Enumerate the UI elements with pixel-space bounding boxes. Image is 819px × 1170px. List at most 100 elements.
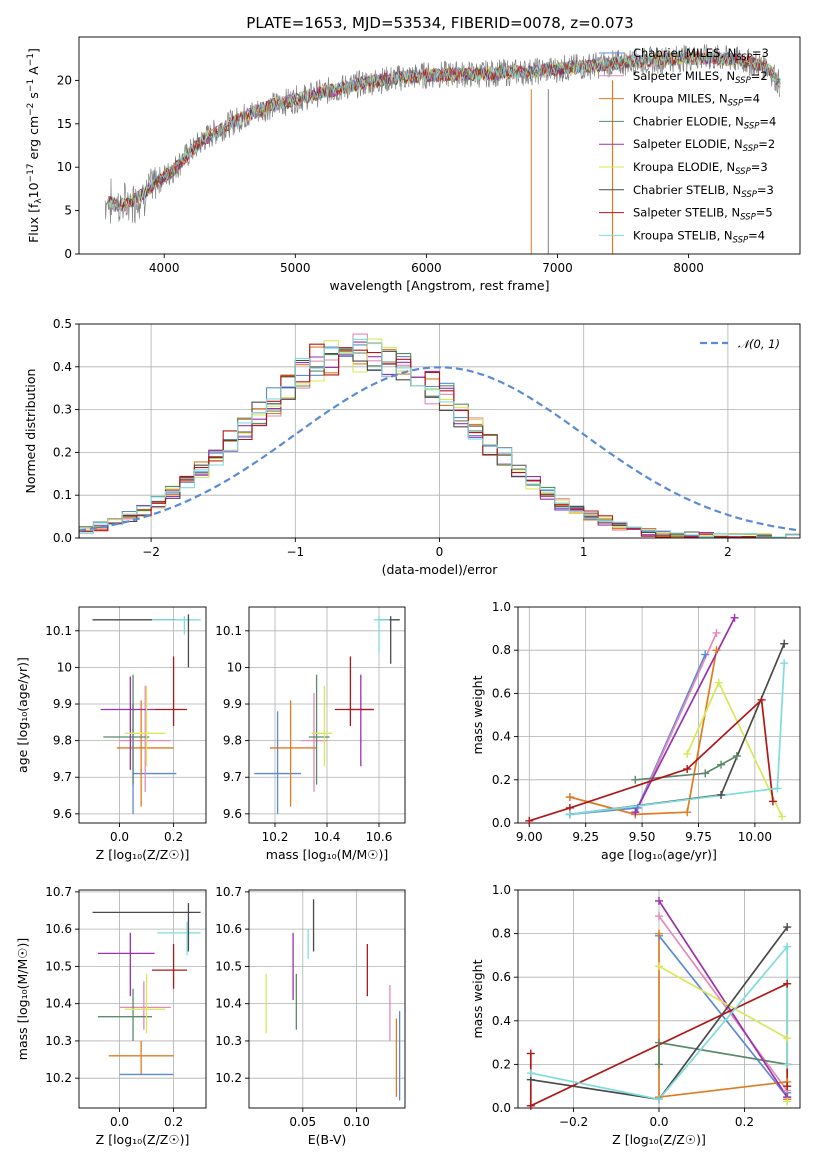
x-tick-label: 2 xyxy=(724,545,732,559)
y-axis-label: mass [log₁₀(M/M☉)] xyxy=(15,938,30,1060)
y-tick-label: 10.2 xyxy=(45,1071,72,1085)
y-tick-label: 10.4 xyxy=(45,997,72,1011)
plot-frame xyxy=(78,606,207,824)
plot-frame xyxy=(78,323,801,539)
plot-frame xyxy=(78,36,801,255)
y-tick-label: 10.2 xyxy=(215,1071,242,1085)
panel-0: 4000 5000 6000 7000 8000 0 5 10 15 20 wavelength [… xyxy=(26,36,801,293)
y-tick-label: 0.0 xyxy=(53,531,72,545)
plot-frame xyxy=(517,606,801,824)
legend-label: 𝒩(0, 1) xyxy=(738,337,780,351)
y-tick-label: 9.8 xyxy=(53,734,72,748)
x-axis-label: E(B-V) xyxy=(308,1132,347,1147)
plot-area xyxy=(92,903,201,1076)
legend-label: Chabrier MILES, NSSP=3 xyxy=(633,46,769,63)
legend-label: Kroupa ELODIE, NSSP=3 xyxy=(633,160,768,177)
panel-3: 10.2 10.4 10.6 9.6 9.7 9.8 9.9 10 10.1 mass [log₁… xyxy=(215,606,406,862)
plot-area xyxy=(79,333,800,538)
x-tick-label: 9.25 xyxy=(572,830,599,844)
y-tick-label: 0.0 xyxy=(492,1101,511,1115)
x-tick-label: 5000 xyxy=(280,261,311,275)
panel-2: 0.0 0.2 9.6 9.7 9.8 9.9 10 10.1 Z [log₁₀(Z/Z☉)] a… xyxy=(15,606,207,862)
legend-label: Salpeter ELODIE, NSSP=2 xyxy=(633,137,775,154)
y-tick-label: 10.7 xyxy=(215,885,242,899)
y-tick-label: 0.8 xyxy=(492,643,511,657)
x-tick-label: 4000 xyxy=(149,261,180,275)
y-axis-label: Flux [fλ10−17 erg cm−2 s−1 A−1] xyxy=(26,48,44,243)
x-tick-label: 9.00 xyxy=(516,830,543,844)
x-axis-label: mass [log₁₀(M/M☉)] xyxy=(266,847,388,862)
y-tick-label: 15 xyxy=(57,117,72,131)
mass-weight-line xyxy=(569,650,718,816)
y-tick-label: 0 xyxy=(64,247,72,261)
mass-weight-line xyxy=(635,755,738,781)
normal-curve xyxy=(79,366,800,532)
y-tick-label: 10.3 xyxy=(45,1034,72,1048)
y-axis-label: age [log₁₀(age/yr)] xyxy=(15,657,30,773)
x-tick-label: 0.0 xyxy=(649,1115,668,1129)
panel-5: 0.0 0.2 10.2 10.3 10.4 10.5 10.6 10.7 Z [log₁₀(Z… xyxy=(15,885,207,1147)
model-spectrum xyxy=(107,52,781,210)
x-axis-label: (data-model)/error xyxy=(382,562,499,577)
y-tick-label: 10.1 xyxy=(45,624,72,638)
spectrum-legend: Chabrier MILES, NSSP=3 Salpeter MILES, NS… xyxy=(599,46,776,245)
y-tick-label: 10.1 xyxy=(215,624,242,638)
plot-frame xyxy=(78,889,207,1109)
x-tick-label: 0 xyxy=(436,545,444,559)
legend-label: Kroupa STELIB, NSSP=4 xyxy=(633,228,765,245)
y-tick-label: 9.8 xyxy=(223,734,242,748)
x-tick-label: 10.2 xyxy=(262,830,289,844)
y-axis-label: mass weight xyxy=(470,675,485,754)
y-tick-label: 10.6 xyxy=(45,922,72,936)
x-tick-label: 0.2 xyxy=(735,1115,754,1129)
x-tick-label: 0.0 xyxy=(110,830,129,844)
model-spectrum xyxy=(107,51,781,212)
y-tick-label: 10.4 xyxy=(215,997,242,1011)
y-tick-label: 9.6 xyxy=(223,807,242,821)
x-tick-label: 0.05 xyxy=(289,1115,316,1129)
x-tick-label: 6000 xyxy=(411,261,442,275)
x-tick-label: 10.6 xyxy=(366,830,393,844)
x-tick-label: 9.75 xyxy=(685,830,712,844)
x-tick-label: 0.2 xyxy=(164,1115,183,1129)
x-tick-label: 8000 xyxy=(673,261,704,275)
grid-lines xyxy=(79,890,206,1108)
y-tick-label: 0.6 xyxy=(492,686,511,700)
plot-frame xyxy=(248,606,406,824)
chart-title: PLATE=1653, MJD=53534, FIBERID=0078, z=0… xyxy=(246,14,633,32)
x-tick-label: 0.10 xyxy=(343,1115,370,1129)
x-tick-label: 10.00 xyxy=(738,830,772,844)
legend-label: Chabrier STELIB, NSSP=3 xyxy=(633,183,774,200)
y-axis-label: Normed distribution xyxy=(23,369,38,494)
y-tick-label: 0.0 xyxy=(492,816,511,830)
y-tick-label: 10.3 xyxy=(215,1034,242,1048)
x-tick-label: −2 xyxy=(142,545,160,559)
y-tick-label: 0.2 xyxy=(53,445,72,459)
y-tick-label: 10.6 xyxy=(215,922,242,936)
x-tick-label: 9.50 xyxy=(629,830,656,844)
x-axis-label: Z [log₁₀(Z/Z☉)] xyxy=(96,1132,190,1147)
x-tick-label: 7000 xyxy=(542,261,573,275)
plot-frame xyxy=(248,889,406,1109)
y-tick-label: 0.5 xyxy=(53,317,72,331)
x-tick-label: 1 xyxy=(580,545,588,559)
y-tick-label: 1.0 xyxy=(492,883,511,897)
y-tick-label: 9.7 xyxy=(53,770,72,784)
panel-1: −2 −1 0 1 2 0.0 0.1 0.2 0.3 0.4 0.5 (data-model)/er… xyxy=(23,317,801,577)
x-tick-label: 10.4 xyxy=(314,830,341,844)
y-tick-label: 10 xyxy=(57,160,72,174)
x-tick-label: 0.2 xyxy=(164,830,183,844)
y-tick-label: 0.4 xyxy=(492,730,511,744)
legend-label: Salpeter STELIB, NSSP=5 xyxy=(633,206,773,223)
y-tick-label: 0.1 xyxy=(53,488,72,502)
panel-7: −0.2 0.0 0.2 0.0 0.2 0.4 0.6 0.8 1.0 Z [log₁₀(Z/Z… xyxy=(470,883,801,1147)
plot-area xyxy=(104,44,781,254)
y-tick-label: 0.6 xyxy=(492,970,511,984)
plot-area xyxy=(254,616,400,814)
y-tick-label: 10.5 xyxy=(215,959,242,973)
y-tick-label: 0.2 xyxy=(492,1057,511,1071)
y-tick-label: 0.8 xyxy=(492,927,511,941)
y-tick-label: 20 xyxy=(57,73,72,87)
panel-6: 0.05 0.10 10.2 10.3 10.4 10.5 10.6 10.7 E(B-V) xyxy=(215,885,406,1147)
